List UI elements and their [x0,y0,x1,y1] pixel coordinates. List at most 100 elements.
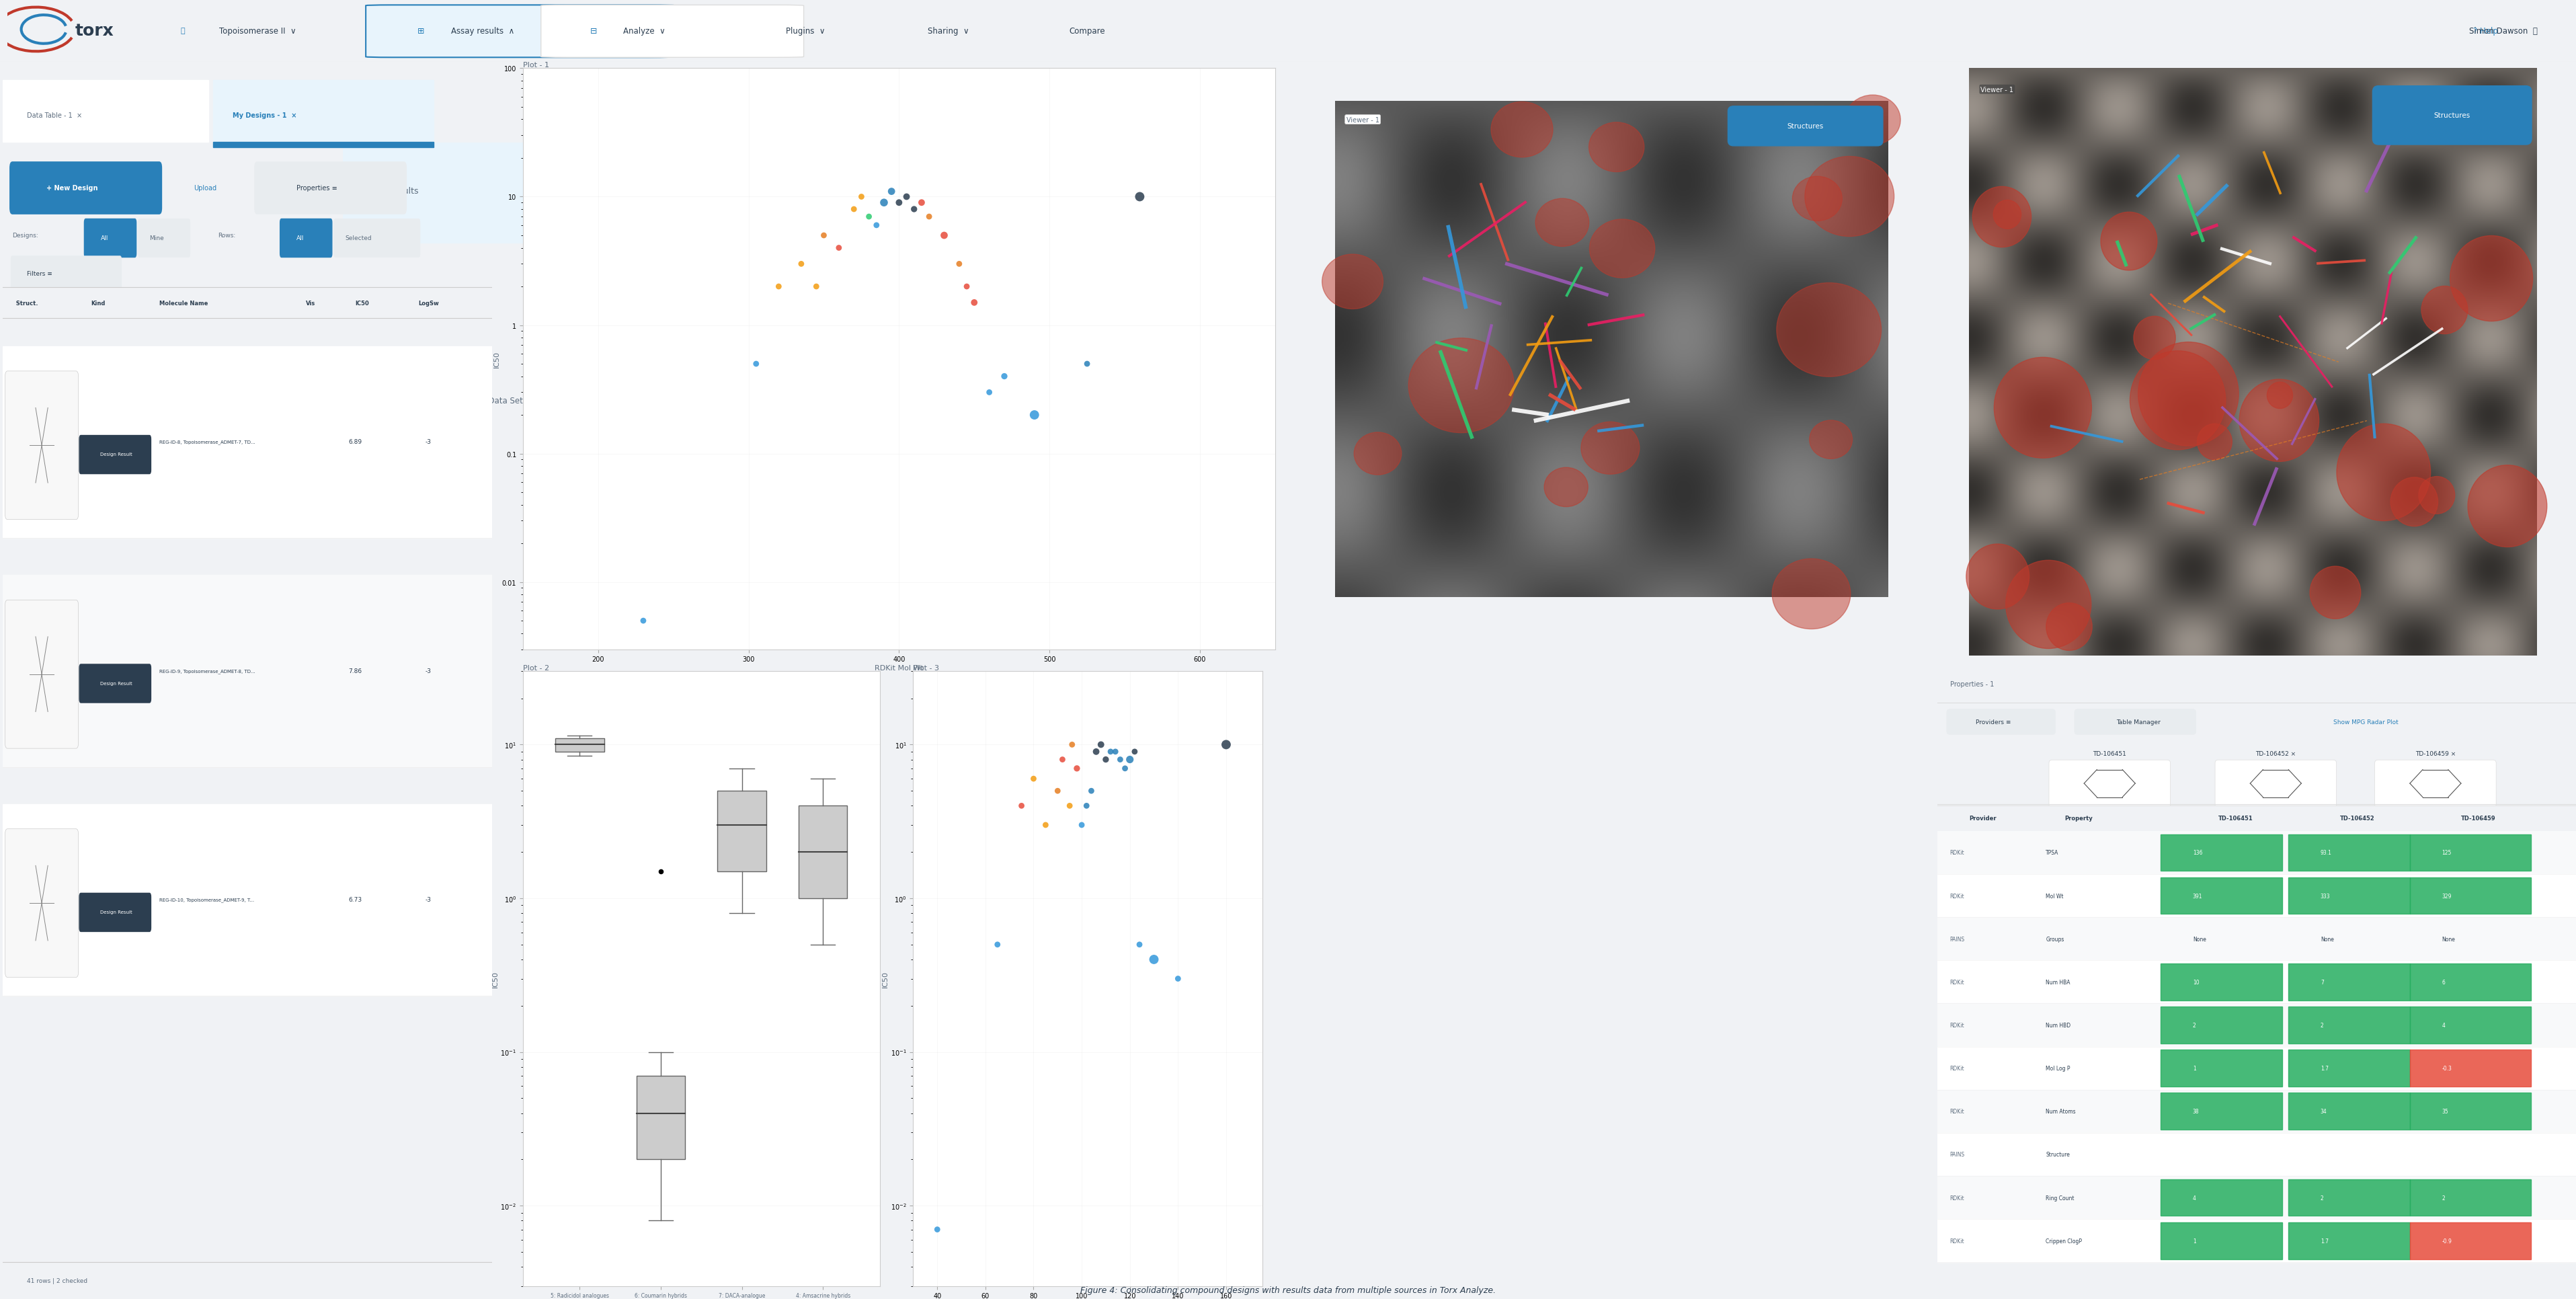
Circle shape [2468,465,2548,547]
Y-axis label: IC50: IC50 [492,970,500,987]
Text: ⊟: ⊟ [590,27,598,35]
Text: -0.3: -0.3 [2442,1065,2452,1072]
Text: Show MPG Radar Plot: Show MPG Radar Plot [2334,720,2398,725]
Text: Assay results: Assay results [363,187,417,196]
Text: 6: 6 [2442,979,2445,985]
Circle shape [374,382,404,418]
Text: RDKit: RDKit [1950,979,1965,985]
Bar [214,81,433,143]
Text: Crippen ClogP: Crippen ClogP [2045,1238,2081,1243]
Circle shape [1535,199,1589,247]
Point [1100,750,1141,770]
Text: My Designs - 1  ×: My Designs - 1 × [232,112,296,120]
FancyBboxPatch shape [5,600,77,748]
Text: Data Table - 1  ×: Data Table - 1 × [26,112,82,120]
Bar [2287,877,2411,914]
Text: Viewer - 1: Viewer - 1 [1347,117,1378,123]
Point [894,199,935,220]
Point [1002,795,1043,816]
Text: PAINS: PAINS [1950,935,1965,942]
Text: Plugins  ∨: Plugins ∨ [786,27,824,35]
Text: Structures: Structures [2434,113,2470,120]
Circle shape [1994,200,2022,230]
Text: TD-106459: TD-106459 [2460,814,2496,821]
Text: Table Manager: Table Manager [2115,720,2161,725]
Bar [2161,1050,2282,1087]
Bar [1937,831,2576,874]
Text: IC50: IC50 [355,300,368,307]
Text: 125: 125 [2442,850,2452,856]
Text: Design Result: Design Result [100,681,131,685]
Text: 1.7: 1.7 [2321,1238,2329,1243]
Bar [2287,1222,2411,1259]
Bar [2287,964,2411,1000]
Bar [2411,964,2532,1000]
Circle shape [1806,157,1893,236]
Circle shape [1772,559,1850,629]
Circle shape [1321,255,1383,309]
Text: TD-106452: TD-106452 [2339,814,2375,821]
Point [819,238,860,259]
Text: Mol Wt: Mol Wt [2045,892,2063,899]
Circle shape [1409,339,1515,433]
Text: 38: 38 [2192,1108,2200,1115]
Text: -3: -3 [425,668,430,674]
Circle shape [1965,544,2030,609]
Text: Analyze  ∨: Analyze ∨ [623,27,665,35]
FancyBboxPatch shape [5,372,77,520]
Text: Assay results  ∧: Assay results ∧ [451,27,515,35]
Text: All: All [100,235,108,242]
Bar [1937,960,2576,1004]
Text: torx: torx [75,23,113,39]
Text: RDKit: RDKit [1950,1065,1965,1072]
Point [1105,759,1146,779]
Text: RDKit: RDKit [1950,1022,1965,1029]
Text: RDKit: RDKit [1950,1108,1965,1115]
Circle shape [2421,287,2468,334]
Point [855,216,896,236]
Text: RDKit: RDKit [1950,1238,1965,1243]
Bar [2161,1092,2282,1130]
Text: 4: 4 [2442,1022,2445,1029]
Point [796,277,837,297]
Text: 329: 329 [2442,892,2452,899]
Circle shape [1582,422,1638,474]
Text: Designs:: Designs: [13,233,39,239]
Point [1113,742,1154,763]
Text: 📁: 📁 [180,27,185,35]
Text: Struct.: Struct. [13,300,39,307]
FancyBboxPatch shape [2074,709,2195,735]
FancyBboxPatch shape [5,829,77,977]
Circle shape [2102,213,2156,270]
Bar [3,287,492,318]
FancyBboxPatch shape [2215,760,2336,808]
FancyBboxPatch shape [2372,87,2532,145]
Bar [2411,1179,2532,1216]
Circle shape [2130,351,2226,451]
Text: Properties ≡: Properties ≡ [296,186,337,192]
Point [1110,750,1151,770]
Text: Figure 4: Consolidating compound designs with results data from multiple sources: Figure 4: Consolidating compound designs… [1079,1286,1497,1295]
Text: 2: 2 [2442,1195,2445,1200]
Text: Plot - 3: Plot - 3 [914,664,940,672]
Bar [556,739,603,752]
Bar [2287,1050,2411,1087]
Point [1084,750,1126,770]
Text: 391: 391 [2192,892,2202,899]
Text: TD-106452 ×: TD-106452 × [2257,751,2295,757]
Point [1118,187,1159,208]
Text: 7.86: 7.86 [348,668,361,674]
Text: 2: 2 [2192,1022,2195,1029]
Text: Mine: Mine [149,235,165,242]
Text: Properties - 1: Properties - 1 [1950,681,1994,687]
Text: Filters ≡: Filters ≡ [26,270,52,277]
Y-axis label: IC50: IC50 [881,970,889,987]
FancyBboxPatch shape [2375,760,2496,808]
Text: RDKit: RDKit [1950,892,1965,899]
Point [781,255,822,275]
Bar [2287,1179,2411,1216]
Point [840,187,881,208]
Circle shape [1793,177,1842,221]
Text: Compare: Compare [1069,27,1105,35]
Text: Simon Dawson  👤: Simon Dawson 👤 [2468,27,2537,35]
